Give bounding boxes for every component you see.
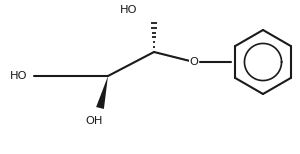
Text: O: O <box>190 57 198 67</box>
Text: HO: HO <box>119 5 137 15</box>
Polygon shape <box>96 76 108 109</box>
Text: OH: OH <box>85 116 103 126</box>
Text: HO: HO <box>10 71 28 81</box>
